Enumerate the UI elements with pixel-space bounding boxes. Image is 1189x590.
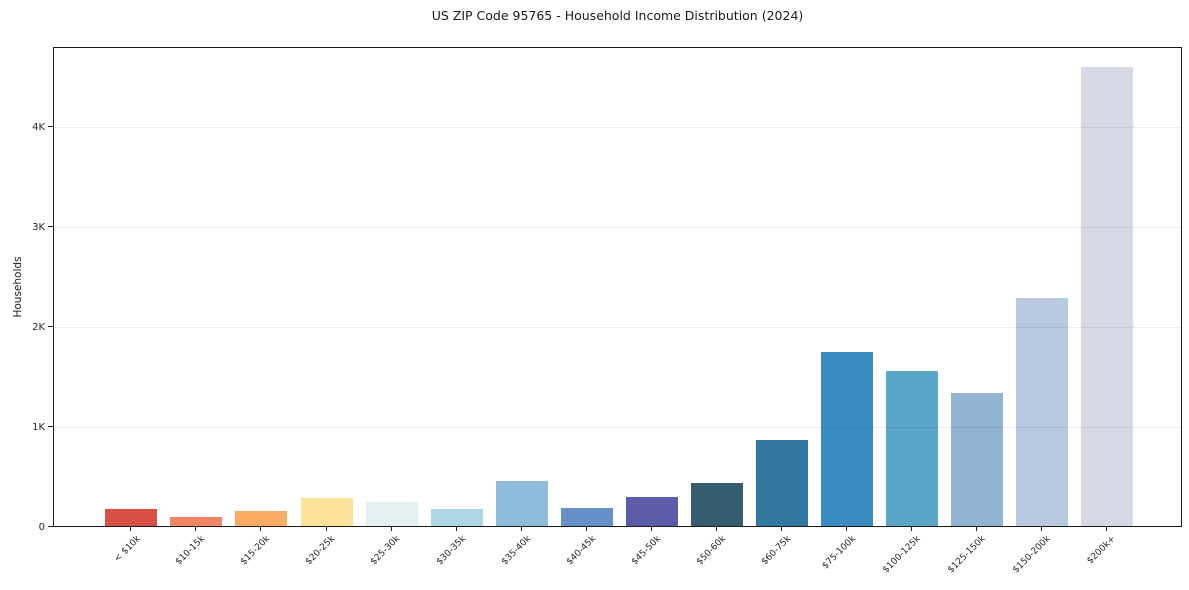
bar bbox=[820, 352, 873, 526]
bar bbox=[170, 517, 223, 526]
bar bbox=[950, 393, 1003, 526]
x-tick bbox=[455, 527, 457, 531]
gridline bbox=[54, 127, 1181, 128]
x-tick bbox=[780, 527, 782, 531]
bar bbox=[885, 371, 938, 526]
x-tick-label: $15-20k bbox=[239, 534, 273, 568]
x-tick bbox=[520, 527, 522, 531]
x-tick-label: $200k+ bbox=[1085, 534, 1119, 567]
bar bbox=[755, 440, 808, 526]
x-tick-label: $20-25k bbox=[304, 534, 338, 568]
x-tick-label: $10-15k bbox=[174, 534, 208, 568]
bar bbox=[105, 508, 158, 526]
y-axis-label: Households bbox=[12, 256, 24, 318]
x-tick-label: $100-125k bbox=[881, 534, 923, 576]
y-tick-label: 1K bbox=[32, 421, 45, 433]
y-tick-label: 0 bbox=[38, 521, 45, 533]
x-tick bbox=[715, 527, 717, 531]
x-tick-label: $150-200k bbox=[1011, 534, 1053, 576]
x-tick bbox=[1106, 527, 1107, 531]
x-tick-label: $40-45k bbox=[564, 534, 598, 568]
bar bbox=[430, 509, 483, 526]
gridline bbox=[54, 327, 1181, 328]
x-tick-label: $60-75k bbox=[759, 534, 793, 568]
y-tick-label: 2K bbox=[32, 321, 45, 333]
x-tick-label: $35-40k bbox=[499, 534, 533, 568]
bar bbox=[495, 480, 548, 526]
bar bbox=[1015, 298, 1068, 526]
x-tick-label: $45-50k bbox=[629, 534, 663, 568]
x-tick-label: $75-100k bbox=[820, 534, 858, 572]
x-tick-label: $25-30k bbox=[369, 534, 403, 568]
x-tick bbox=[325, 527, 327, 531]
x-tick-label: $30-35k bbox=[434, 534, 468, 568]
bar bbox=[625, 496, 678, 526]
x-tick bbox=[650, 527, 652, 531]
x-tick bbox=[390, 527, 392, 531]
bar bbox=[300, 498, 353, 526]
x-tick bbox=[975, 527, 977, 531]
x-tick bbox=[845, 527, 847, 531]
x-tick bbox=[195, 527, 197, 531]
x-tick-label: $125-150k bbox=[946, 534, 988, 576]
x-tick bbox=[130, 527, 132, 531]
x-tick bbox=[585, 527, 587, 531]
plot-area bbox=[53, 47, 1182, 527]
x-tick bbox=[1040, 527, 1042, 531]
bar bbox=[365, 502, 418, 526]
gridline bbox=[54, 227, 1181, 228]
y-tick-label: 3K bbox=[32, 221, 45, 233]
x-tick bbox=[910, 527, 912, 531]
y-tick-label: 4K bbox=[32, 121, 45, 133]
gridline bbox=[54, 427, 1181, 428]
x-tick-label: < $10k bbox=[112, 534, 143, 565]
bar bbox=[690, 482, 743, 526]
x-tick bbox=[260, 527, 262, 531]
bar bbox=[1081, 67, 1133, 526]
bar bbox=[560, 507, 613, 526]
bar bbox=[235, 510, 288, 526]
x-tick-label: $50-60k bbox=[694, 534, 728, 568]
chart-title: US ZIP Code 95765 - Household Income Dis… bbox=[431, 8, 804, 23]
